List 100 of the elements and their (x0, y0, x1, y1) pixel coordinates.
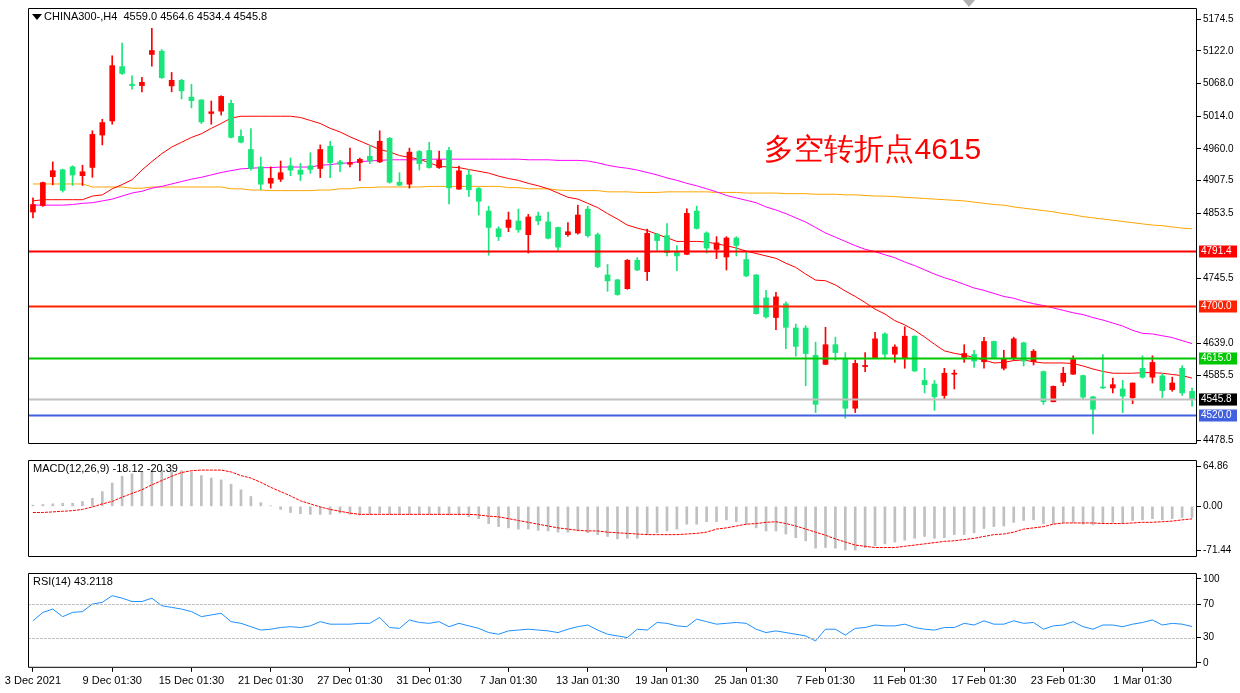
bar (635, 506, 639, 539)
bar (289, 506, 292, 513)
bar (685, 506, 689, 525)
x-tick-label: 15 Dec 01:30 (158, 674, 225, 687)
bar (1151, 506, 1154, 519)
bar (100, 491, 104, 507)
bar (81, 501, 84, 507)
candlestick (149, 27, 155, 67)
y-tick-label: 5014.0 (1203, 109, 1235, 121)
chart-title: RSI(14) 43.2118 (33, 575, 113, 588)
bar (1032, 506, 1035, 521)
bar (1141, 506, 1144, 521)
bar (1170, 506, 1174, 519)
x-tick-label: 11 Feb 01:30 (872, 674, 937, 687)
ref-line-label: 4615.0 (1201, 352, 1233, 364)
ref-line-label: 4700.0 (1201, 300, 1233, 312)
bar (368, 506, 372, 515)
bar (853, 506, 857, 551)
y-tick-label: 100 (1203, 572, 1221, 584)
candlestick (337, 159, 343, 173)
bar (744, 506, 748, 525)
bar (725, 506, 728, 521)
annotation: 多空转折点4615 (764, 132, 982, 166)
y-tick-label: 4960.0 (1203, 142, 1235, 154)
bar (110, 482, 114, 507)
x-tick-label: 7 Feb 01:30 (796, 674, 855, 687)
y-tick-label: 4478.5 (1203, 433, 1235, 445)
bar (259, 502, 263, 507)
bar (962, 506, 966, 535)
bar (1022, 506, 1025, 521)
candlestick (366, 145, 373, 164)
candlestick (565, 222, 571, 237)
x-tick-label: 23 Feb 01:30 (1030, 674, 1096, 687)
y-tick-label: 5068.0 (1203, 77, 1235, 89)
bar (536, 506, 540, 531)
bar (61, 502, 64, 507)
bar (378, 506, 382, 514)
bar (596, 506, 599, 535)
bar (497, 506, 500, 527)
y-tick-label: 70 (1203, 597, 1215, 609)
bar (695, 506, 699, 525)
bar (526, 506, 530, 530)
bar (952, 506, 956, 535)
x-tick-label: 9 Dec 01:30 (82, 674, 142, 687)
bar (279, 506, 282, 510)
bar (1012, 506, 1016, 523)
bar (735, 506, 738, 523)
candlestick (357, 157, 363, 181)
bar (1131, 506, 1134, 521)
x-tick-label: 25 Jan 01:30 (714, 674, 779, 687)
bar (814, 506, 817, 549)
candlestick (862, 352, 868, 372)
bar (626, 506, 629, 539)
bar (943, 506, 946, 539)
y-tick-label: 4907.5 (1203, 174, 1235, 186)
bar (804, 506, 808, 542)
bar (794, 506, 798, 539)
bar (427, 506, 431, 515)
bar (71, 502, 74, 507)
bar (616, 506, 619, 540)
bar (408, 506, 411, 515)
bar (1121, 506, 1125, 524)
bar (200, 475, 203, 507)
bar (388, 506, 391, 515)
bar (913, 506, 916, 539)
bar (834, 506, 837, 549)
y-tick-label: 30 (1203, 631, 1215, 643)
bar (180, 470, 183, 507)
y-tick-label: 4745.5 (1203, 272, 1235, 284)
x-tick-label: 17 Feb 01:30 (951, 674, 1017, 687)
bar (1042, 506, 1045, 524)
y-tick-label: -71.44 (1203, 544, 1232, 556)
bar (190, 471, 193, 507)
chart-title: MACD(12,26,9) -18.12 -20.39 (33, 462, 178, 475)
bar (715, 506, 718, 523)
bar (843, 506, 847, 551)
bar (209, 477, 213, 507)
bar (219, 479, 223, 507)
ref-line-label: 4520.0 (1201, 409, 1233, 421)
bar (1111, 506, 1115, 523)
x-tick-label: 3 Dec 2021 (4, 674, 62, 687)
bar (91, 498, 94, 507)
y-tick-label: 4853.5 (1203, 207, 1235, 219)
bar (606, 506, 609, 537)
bar (309, 506, 312, 515)
bar (1002, 506, 1006, 527)
candlestick (129, 75, 135, 90)
candlestick (347, 147, 353, 168)
bar (1061, 506, 1065, 523)
bar (903, 506, 907, 541)
bar (933, 506, 936, 539)
bar (824, 506, 827, 548)
y-tick-label: 4585.5 (1203, 369, 1235, 381)
bar (576, 506, 580, 532)
bar (705, 506, 708, 523)
bar (586, 506, 590, 534)
y-tick-label: 0 (1203, 656, 1209, 668)
bar (923, 506, 926, 537)
candlestick (208, 100, 215, 125)
bar (517, 506, 520, 530)
